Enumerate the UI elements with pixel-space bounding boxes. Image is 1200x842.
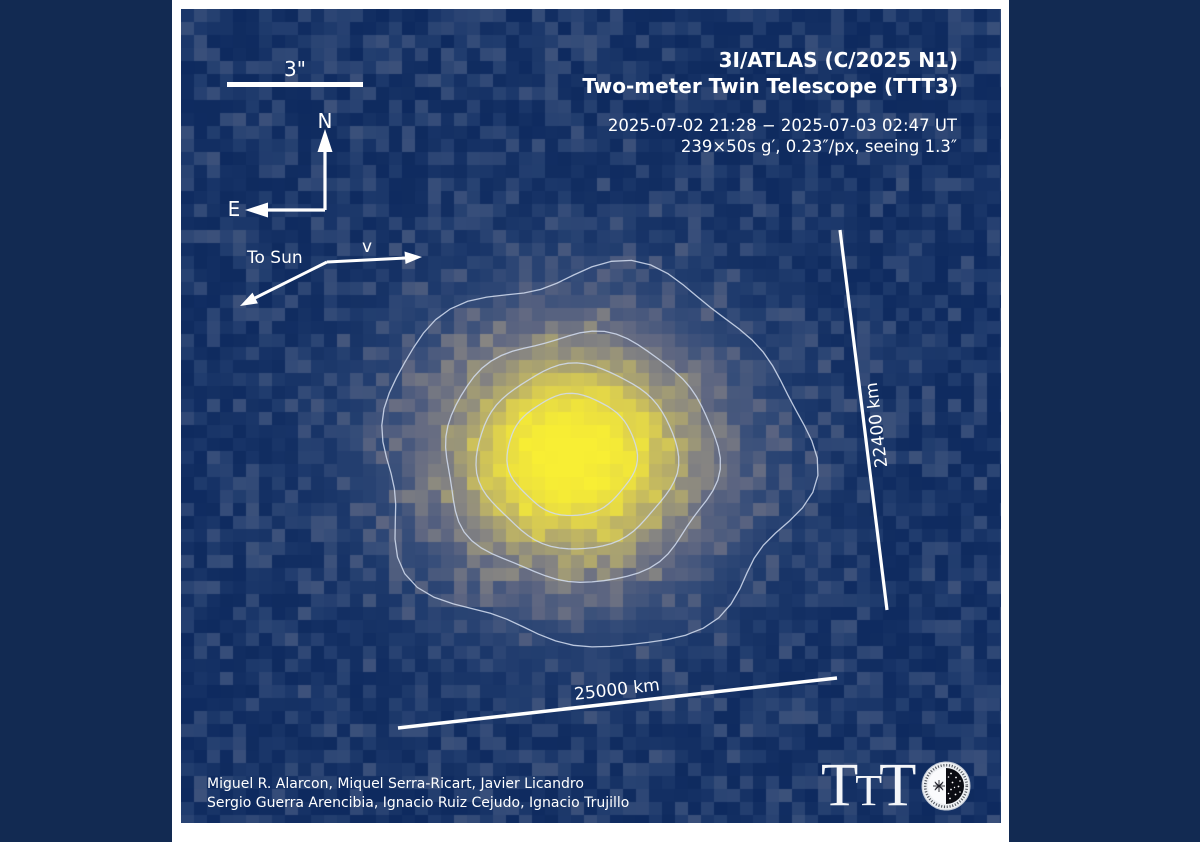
observation-details: 2025-07-02 21:28 − 2025-07-03 02:47 UT 2… bbox=[608, 115, 957, 157]
credits-line-1: Miguel R. Alarcon, Miquel Serra-Ricart, … bbox=[207, 776, 584, 792]
coma-contour-4 bbox=[381, 259, 819, 648]
coma-contour-2 bbox=[475, 362, 680, 550]
observation-dates: 2025-07-02 21:28 − 2025-07-03 02:47 UT bbox=[607, 116, 957, 135]
image-title: 3I/ATLAS (C/2025 N1) Two-meter Twin Tele… bbox=[582, 47, 958, 99]
horizontal-extent-line bbox=[397, 676, 838, 730]
annotation-overlay bbox=[227, 82, 889, 730]
velocity-label: v bbox=[361, 237, 373, 257]
photo-frame: 3I/ATLAS (C/2025 N1) Two-meter Twin Tele… bbox=[172, 0, 1009, 842]
seal-text-ring bbox=[923, 763, 969, 809]
credits: Miguel R. Alarcon, Miquel Serra-Ricart, … bbox=[207, 775, 629, 813]
exposure-details: 239×50s g′, 0.23″/px, seeing 1.3″ bbox=[680, 137, 957, 156]
velocity-arrow bbox=[326, 251, 422, 264]
vertical-extent-line bbox=[838, 229, 889, 611]
north-arrow bbox=[317, 129, 333, 210]
ttt-logo-letter: T bbox=[879, 752, 917, 819]
coma-contour-1 bbox=[506, 392, 639, 517]
compass-east-label: E bbox=[227, 197, 241, 221]
seal-sun-icon bbox=[933, 780, 945, 792]
scale-bar bbox=[227, 82, 363, 87]
ttt-logo: T T T bbox=[821, 752, 917, 819]
sun-direction-arrow bbox=[240, 260, 328, 306]
object-designation: 3I/ATLAS (C/2025 N1) bbox=[718, 48, 958, 72]
seal-night-half bbox=[946, 768, 964, 804]
scale-bar-label: 3" bbox=[284, 57, 306, 81]
compass-north-label: N bbox=[317, 109, 333, 133]
east-arrow bbox=[245, 202, 325, 218]
sun-direction-label: To Sun bbox=[247, 248, 303, 268]
credits-line-2: Sergio Guerra Arencibia, Ignacio Ruiz Ce… bbox=[207, 795, 630, 811]
ttt-logo-letter: T bbox=[855, 766, 883, 815]
ttt-logo-letter: T bbox=[821, 752, 859, 819]
coma-contour-3 bbox=[444, 330, 721, 583]
telescope-name: Two-meter Twin Telescope (TTT3) bbox=[582, 74, 958, 98]
seal-stars bbox=[947, 772, 961, 800]
institute-seal-logo bbox=[921, 761, 971, 811]
telescope-image: 3I/ATLAS (C/2025 N1) Two-meter Twin Tele… bbox=[181, 9, 1001, 823]
